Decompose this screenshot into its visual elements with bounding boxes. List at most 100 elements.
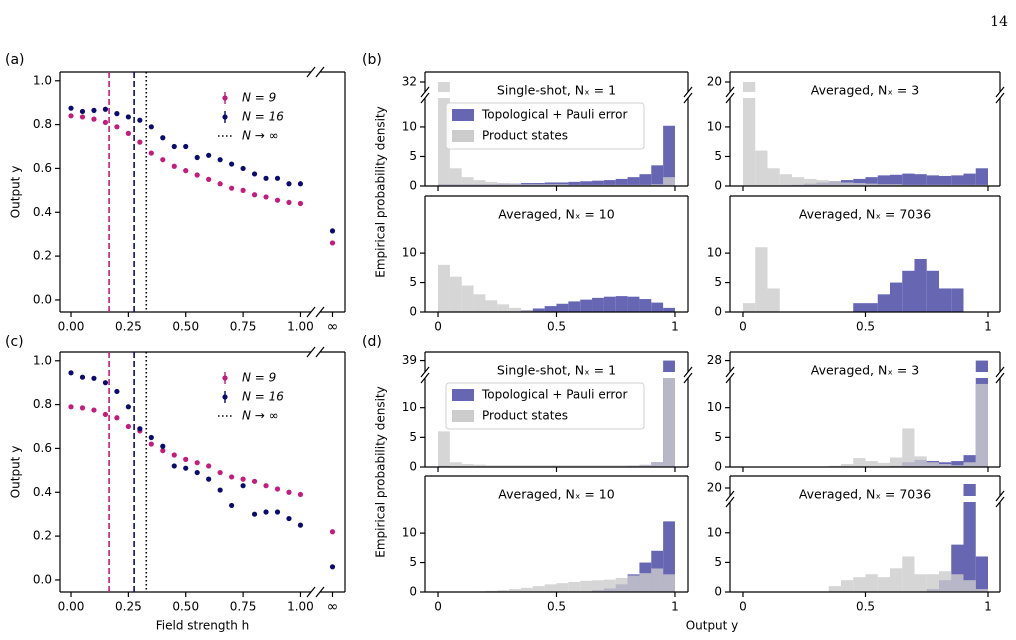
histogram-bar bbox=[592, 297, 604, 312]
y-tick-label: 28 bbox=[707, 353, 722, 367]
histogram-bar bbox=[497, 183, 510, 186]
data-point bbox=[297, 181, 304, 187]
axis-break bbox=[306, 306, 316, 318]
legend-label: N = 16 bbox=[242, 110, 284, 124]
y-tick-label: 20 bbox=[707, 75, 722, 89]
data-point bbox=[183, 465, 189, 471]
histogram-bar bbox=[755, 247, 768, 312]
histogram-bar bbox=[615, 577, 628, 592]
x-axis-label: Output y bbox=[686, 619, 739, 633]
histogram-bar bbox=[963, 173, 976, 186]
legend-marker bbox=[222, 95, 228, 101]
histogram-bar bbox=[877, 294, 890, 312]
histogram-bar bbox=[449, 168, 462, 186]
x-tick-label: 0 bbox=[434, 320, 442, 334]
data-point bbox=[217, 181, 223, 187]
histogram-bar bbox=[473, 464, 486, 467]
histogram-bar bbox=[663, 378, 675, 467]
axis-break bbox=[725, 366, 735, 378]
y-tick-label: 10 bbox=[402, 119, 417, 133]
data-point bbox=[251, 511, 258, 517]
legend-swatch bbox=[452, 130, 474, 142]
histogram-bar bbox=[639, 174, 652, 186]
histogram-bar bbox=[914, 456, 927, 467]
x-tick-label: 0.5 bbox=[856, 320, 875, 334]
axis-break bbox=[683, 372, 693, 384]
data-point bbox=[148, 441, 154, 447]
data-point bbox=[194, 469, 200, 476]
panel-label: (b) bbox=[362, 52, 382, 68]
data-point bbox=[263, 175, 269, 181]
axis-break bbox=[725, 372, 735, 384]
histogram-bar bbox=[877, 462, 890, 467]
histogram-bar bbox=[568, 581, 581, 592]
histogram-bar bbox=[938, 571, 952, 592]
histogram-bar bbox=[520, 184, 533, 186]
legend-label: N = 16 bbox=[242, 390, 284, 404]
histogram-bar bbox=[568, 301, 581, 312]
histogram-bar bbox=[877, 175, 890, 186]
y-tick-label: 0.6 bbox=[33, 161, 52, 175]
chart-title: Averaged, Nₓ = 10 bbox=[498, 487, 614, 502]
histogram-bar bbox=[532, 184, 545, 186]
histogram-bar bbox=[651, 462, 664, 467]
data-point bbox=[263, 483, 269, 489]
histogram-bar bbox=[902, 173, 915, 186]
legend-label: Topological + Pauli error bbox=[481, 388, 627, 402]
data-point bbox=[148, 150, 154, 156]
histogram-bar bbox=[926, 175, 939, 186]
data-point bbox=[171, 463, 177, 469]
axis-break bbox=[725, 92, 735, 104]
histogram-bar bbox=[889, 568, 903, 592]
y-tick-label: 5 bbox=[409, 275, 417, 289]
data-point bbox=[274, 197, 281, 203]
data-point bbox=[194, 460, 200, 466]
y-tick-label: 10 bbox=[707, 246, 722, 260]
x-tick-label: 0.00 bbox=[58, 320, 85, 334]
data-point bbox=[171, 452, 177, 458]
histogram-bar bbox=[791, 177, 805, 186]
data-point bbox=[125, 130, 131, 136]
data-point bbox=[79, 374, 86, 380]
x-tick-label: ∞ bbox=[327, 599, 339, 615]
x-tick-label: 1 bbox=[671, 600, 679, 614]
y-tick-label: 0.0 bbox=[33, 572, 52, 586]
histogram-bar bbox=[520, 465, 533, 467]
y-tick-label: 0 bbox=[714, 305, 722, 319]
histogram-bar bbox=[865, 177, 878, 186]
axis-break bbox=[306, 66, 316, 78]
y-tick-label: 5 bbox=[409, 430, 417, 444]
legend-label: Product states bbox=[482, 409, 568, 423]
histogram-bar bbox=[651, 184, 664, 186]
x-tick-label: 0 bbox=[434, 600, 442, 614]
y-axis-label: Empirical probability density bbox=[374, 106, 388, 277]
histogram-bar bbox=[951, 465, 964, 467]
x-tick-label: 1 bbox=[984, 320, 992, 334]
histogram-bar bbox=[461, 464, 474, 467]
histogram-bar bbox=[520, 310, 533, 312]
histogram-bar bbox=[544, 584, 557, 592]
histogram-bar bbox=[926, 462, 939, 467]
histogram-bar bbox=[568, 465, 581, 467]
axis-break bbox=[725, 496, 735, 508]
histogram-bar bbox=[938, 464, 952, 467]
x-tick-label: 0 bbox=[739, 320, 747, 334]
data-point bbox=[68, 370, 74, 376]
legend-label: Topological + Pauli error bbox=[481, 108, 627, 122]
y-tick-label: 32 bbox=[402, 75, 417, 89]
data-point bbox=[206, 152, 212, 158]
data-point bbox=[263, 194, 269, 200]
y-tick-label: 39 bbox=[402, 353, 417, 367]
histogram-bar bbox=[951, 574, 964, 592]
histogram-bar bbox=[544, 182, 557, 186]
data-point bbox=[125, 114, 131, 120]
data-point bbox=[79, 114, 86, 120]
y-tick-label: 10 bbox=[707, 400, 722, 414]
data-point bbox=[206, 176, 212, 182]
data-point bbox=[194, 154, 200, 161]
histogram-bar bbox=[556, 182, 569, 186]
histogram-bar bbox=[663, 574, 675, 592]
axis-break bbox=[420, 86, 430, 98]
chart-title: Averaged, Nₓ = 10 bbox=[498, 207, 614, 222]
histogram-bar bbox=[592, 580, 604, 592]
